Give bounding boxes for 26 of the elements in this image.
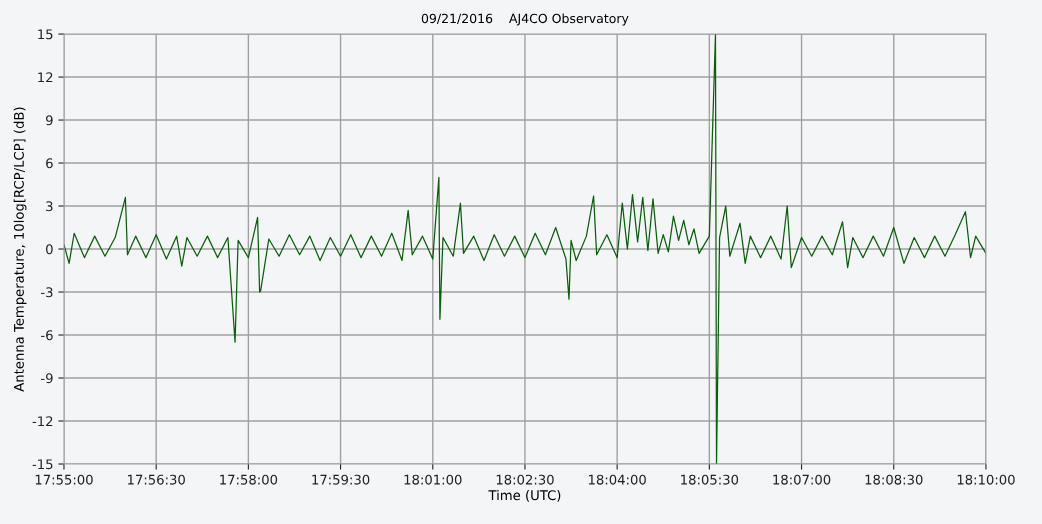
x-tick-label: 18:01:00 (404, 474, 462, 485)
x-tick-label: 18:04:00 (588, 474, 646, 485)
x-tick-label: 18:10:00 (957, 474, 1015, 485)
y-axis-title: Antenna Temperature, 10log[RCP/LCP] (dB) (13, 107, 27, 392)
y-tick-label: -9 (41, 373, 53, 384)
x-axis-title: Time (UTC) (488, 489, 561, 502)
y-tick-label: 15 (38, 29, 53, 40)
y-tick-label: -3 (41, 287, 53, 298)
x-tick-label: 17:58:00 (220, 474, 278, 485)
y-tick-label: 9 (46, 115, 53, 126)
x-tick-label: 18:05:30 (681, 474, 739, 485)
chart-title: 09/21/2016 AJ4CO Observatory (421, 13, 629, 26)
y-tick-label: -12 (32, 416, 53, 427)
x-tick-label: 18:02:30 (496, 474, 554, 485)
x-tick-label: 18:08:30 (865, 474, 923, 485)
y-tick-label: 0 (46, 244, 53, 255)
x-tick-label: 17:59:30 (312, 474, 370, 485)
y-tick-label: -6 (41, 330, 53, 341)
y-tick-label: 6 (46, 158, 53, 169)
line-series (63, 34, 986, 464)
x-tick-label: 17:55:00 (35, 474, 93, 485)
y-tick-label: 3 (46, 201, 53, 212)
x-tick-label: 17:56:30 (127, 474, 185, 485)
y-tick-label: 12 (38, 72, 53, 83)
y-tick-label: -15 (32, 459, 53, 470)
x-tick-label: 18:07:00 (773, 474, 831, 485)
